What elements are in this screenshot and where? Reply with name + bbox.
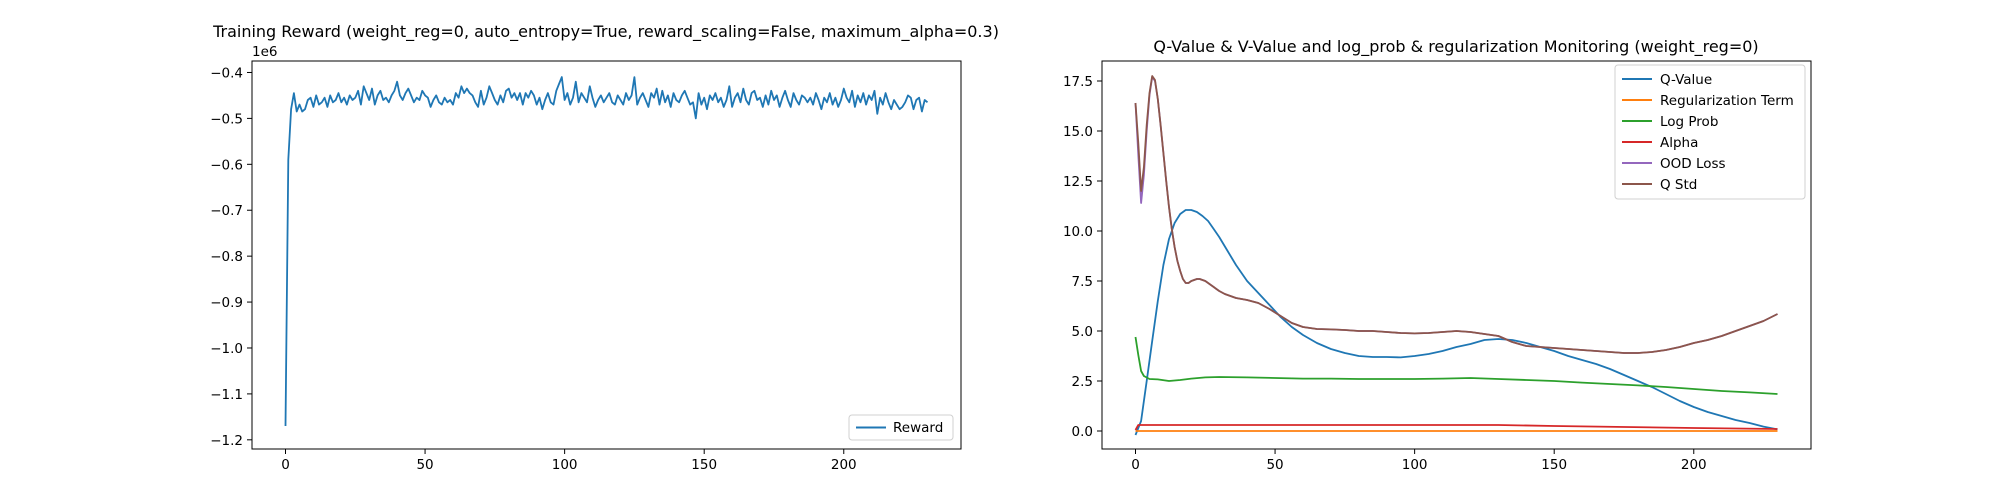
x-tick-label: 150 xyxy=(1541,457,1567,473)
y-tick-label: −0.6 xyxy=(210,157,243,173)
x-tick-label: 50 xyxy=(416,457,433,473)
y-tick-label: 0.0 xyxy=(1072,424,1093,440)
y-tick-label: −0.4 xyxy=(210,65,243,81)
y-tick-label: −0.5 xyxy=(210,111,243,127)
chart-q-value-monitoring: Q-Value & V-Value and log_prob & regular… xyxy=(1063,37,1812,473)
y-tick-label: 5.0 xyxy=(1072,324,1093,340)
x-tick-label: 150 xyxy=(691,457,717,473)
legend-label-ood-loss: OOD Loss xyxy=(1660,156,1726,172)
series-line-alpha xyxy=(1134,424,1778,431)
legend-frame xyxy=(848,414,954,441)
legend-frame xyxy=(1614,64,1806,200)
y-tick-label: −1.1 xyxy=(210,387,243,403)
chart-title: Training Reward (weight_reg=0, auto_entr… xyxy=(212,22,999,42)
legend: Reward xyxy=(848,414,954,441)
legend-label-alpha: Alpha xyxy=(1660,135,1698,151)
y-tick-label: 12.5 xyxy=(1063,174,1093,190)
x-tick-label: 50 xyxy=(1266,457,1283,473)
y-tick-label: −1.0 xyxy=(210,341,243,357)
legend-label-log-prob: Log Prob xyxy=(1660,114,1718,130)
y-tick-label: −0.8 xyxy=(210,249,243,265)
x-tick-label: 200 xyxy=(1681,457,1707,473)
y-tick-label: −0.9 xyxy=(210,295,243,311)
series-line-reward xyxy=(284,76,929,427)
legend-label-regularization-term: Regularization Term xyxy=(1660,93,1794,109)
x-tick-label: 0 xyxy=(1131,457,1140,473)
legend-label-q-std: Q Std xyxy=(1660,177,1697,193)
x-tick-label: 100 xyxy=(552,457,578,473)
chart-training-reward: Training Reward (weight_reg=0, auto_entr… xyxy=(210,22,999,473)
y-tick-label: −1.2 xyxy=(210,433,243,449)
x-tick-label: 0 xyxy=(281,457,290,473)
series-line-log-prob xyxy=(1134,336,1778,395)
legend-label-q-value: Q-Value xyxy=(1660,72,1712,88)
x-tick-label: 200 xyxy=(831,457,857,473)
series-line-q-value xyxy=(1134,209,1778,436)
plot-area-frame xyxy=(251,60,962,450)
x-tick-label: 100 xyxy=(1402,457,1428,473)
y-tick-label: 15.0 xyxy=(1063,124,1093,140)
legend-label-reward: Reward xyxy=(893,420,943,436)
y-tick-label: 17.5 xyxy=(1063,74,1093,90)
y-tick-label: −0.7 xyxy=(210,203,243,219)
chart-title: Q-Value & V-Value and log_prob & regular… xyxy=(1153,37,1758,57)
y-tick-label: 7.5 xyxy=(1072,274,1093,290)
y-tick-label: 2.5 xyxy=(1072,374,1093,390)
series-line-q-std xyxy=(1134,75,1778,354)
plot-area-frame xyxy=(1101,60,1812,450)
legend: Q-Value Regularization Term Log Prob Alp… xyxy=(1614,64,1806,200)
y-axis-offset-label: 1e6 xyxy=(252,44,277,60)
y-tick-label: 10.0 xyxy=(1063,224,1093,240)
